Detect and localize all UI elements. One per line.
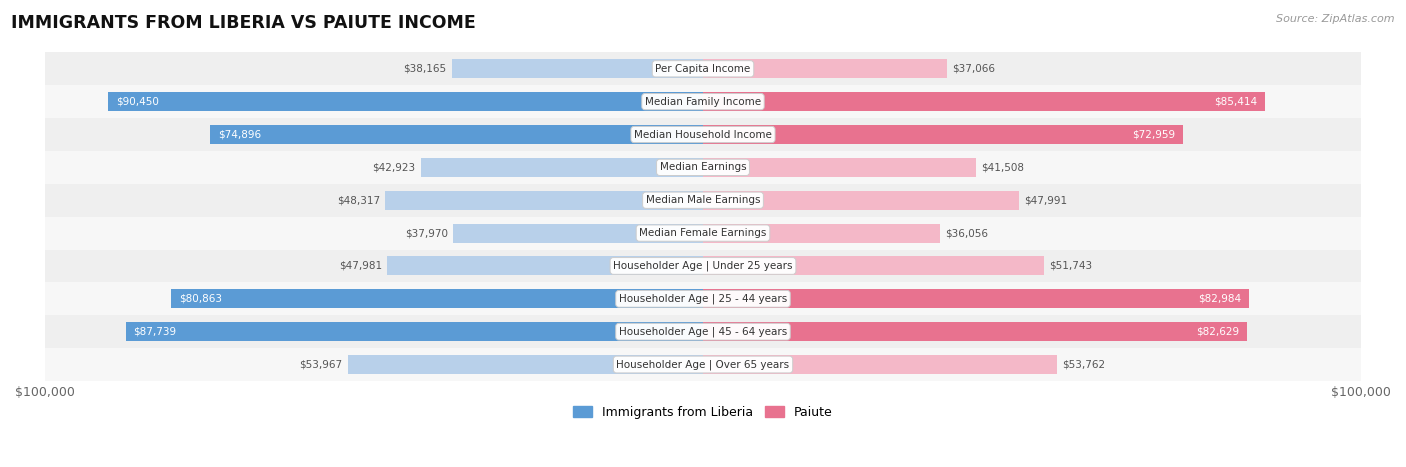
Bar [703,191,1019,210]
Legend: Immigrants from Liberia, Paiute: Immigrants from Liberia, Paiute [568,401,838,424]
Text: Median Family Income: Median Family Income [645,97,761,106]
Text: IMMIGRANTS FROM LIBERIA VS PAIUTE INCOME: IMMIGRANTS FROM LIBERIA VS PAIUTE INCOME [11,14,477,32]
Bar [45,315,1361,348]
Bar [703,59,946,78]
Bar [45,151,1361,184]
Bar [451,59,703,78]
Text: $38,165: $38,165 [404,64,447,74]
Bar [45,283,1361,315]
Text: $80,863: $80,863 [179,294,222,304]
Text: Per Capita Income: Per Capita Income [655,64,751,74]
Text: $72,959: $72,959 [1132,129,1175,140]
Bar [703,92,1265,111]
Text: $47,981: $47,981 [339,261,382,271]
Text: $36,056: $36,056 [946,228,988,238]
Bar [45,118,1361,151]
Bar [420,158,703,177]
Text: $42,923: $42,923 [373,163,415,172]
Text: $87,739: $87,739 [134,327,177,337]
Text: $41,508: $41,508 [981,163,1025,172]
Bar [45,85,1361,118]
Text: $85,414: $85,414 [1213,97,1257,106]
Bar [45,217,1361,249]
Bar [45,249,1361,283]
Bar [45,348,1361,381]
Bar [703,125,1182,144]
Text: $47,991: $47,991 [1024,195,1067,205]
Text: $82,629: $82,629 [1195,327,1239,337]
Text: Median Earnings: Median Earnings [659,163,747,172]
Text: $53,967: $53,967 [299,360,343,369]
Bar [703,355,1057,374]
Bar [125,322,703,341]
Bar [45,184,1361,217]
Bar [453,224,703,243]
Text: Householder Age | 45 - 64 years: Householder Age | 45 - 64 years [619,326,787,337]
Bar [703,158,976,177]
Bar [703,322,1247,341]
Bar [172,289,703,308]
Text: Median Female Earnings: Median Female Earnings [640,228,766,238]
Text: Householder Age | Over 65 years: Householder Age | Over 65 years [616,359,790,370]
Bar [703,224,941,243]
Text: Median Household Income: Median Household Income [634,129,772,140]
Bar [387,256,703,276]
Text: Householder Age | Under 25 years: Householder Age | Under 25 years [613,261,793,271]
Text: $53,762: $53,762 [1062,360,1105,369]
Bar [347,355,703,374]
Text: $37,970: $37,970 [405,228,449,238]
Text: Householder Age | 25 - 44 years: Householder Age | 25 - 44 years [619,294,787,304]
Text: $37,066: $37,066 [952,64,995,74]
Bar [209,125,703,144]
Bar [703,289,1249,308]
Text: $74,896: $74,896 [218,129,262,140]
Text: $51,743: $51,743 [1049,261,1092,271]
Bar [385,191,703,210]
Text: Source: ZipAtlas.com: Source: ZipAtlas.com [1277,14,1395,24]
Text: $82,984: $82,984 [1198,294,1241,304]
Text: $90,450: $90,450 [115,97,159,106]
Text: $48,317: $48,317 [336,195,380,205]
Bar [703,256,1043,276]
Bar [45,52,1361,85]
Bar [108,92,703,111]
Text: Median Male Earnings: Median Male Earnings [645,195,761,205]
